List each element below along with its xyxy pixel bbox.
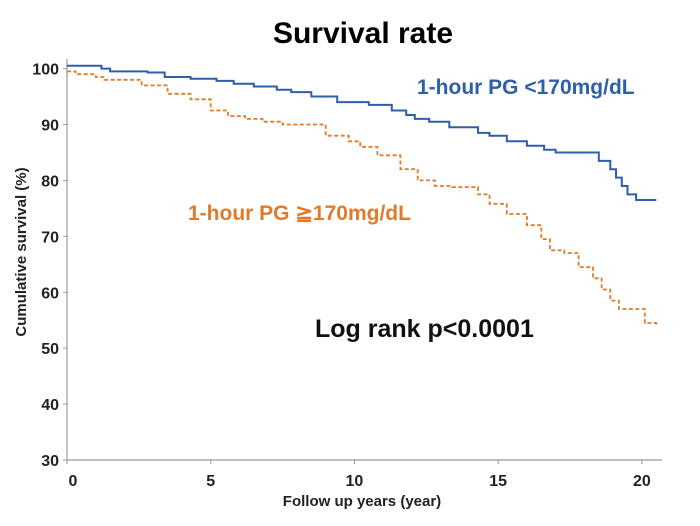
x-tick-label: 5 <box>206 473 215 490</box>
y-tick-label: 100 <box>32 62 59 79</box>
plot-area <box>63 59 662 464</box>
y-tick-label: 30 <box>41 453 59 470</box>
y-tick-label: 60 <box>41 285 59 302</box>
y-tick-label: 80 <box>41 173 59 190</box>
series-label-high-pg: 1-hour PG ≧170mg/dL <box>188 202 411 225</box>
y-axis-label: Cumulative survival (%) <box>13 167 30 336</box>
x-tick-label: 10 <box>346 473 364 490</box>
y-tick-label: 70 <box>41 229 59 246</box>
x-tick-label: 15 <box>489 473 507 490</box>
tick-labels: 30 40 50 60 70 80 90 100 0 5 10 15 20 <box>32 62 651 490</box>
x-tick-label: 20 <box>633 473 651 490</box>
chart-title: Survival rate <box>273 17 453 50</box>
survival-curve-high-pg <box>67 70 658 326</box>
log-rank-annotation: Log rank p<0.0001 <box>315 315 534 343</box>
y-tick-label: 90 <box>41 118 59 135</box>
y-tick-label: 40 <box>41 397 59 414</box>
x-axis-label: Follow up years (year) <box>283 493 441 510</box>
series-label-low-pg: 1-hour PG <170mg/dL <box>417 76 635 99</box>
y-tick-label: 50 <box>41 341 59 358</box>
survival-curve-low-pg <box>67 64 657 201</box>
x-tick-label: 0 <box>69 473 78 490</box>
